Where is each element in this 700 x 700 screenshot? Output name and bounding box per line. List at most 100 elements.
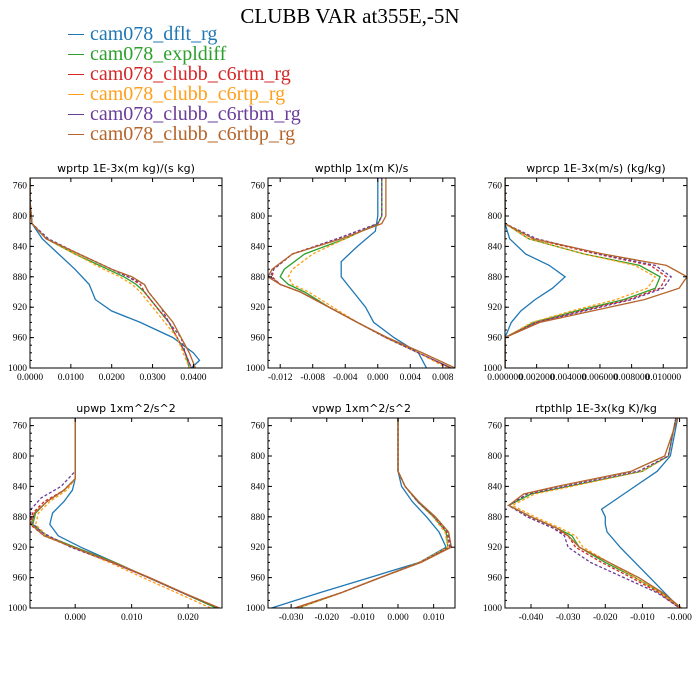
legend-item: cam078_clubb_c6rtbm_rg	[68, 104, 301, 124]
series-group	[505, 178, 687, 368]
x-tick-label: -0.000	[667, 613, 692, 623]
legend-item: cam078_clubb_c6rtm_rg	[68, 64, 301, 84]
series-line	[298, 418, 449, 608]
y-tick-label: 960	[13, 574, 28, 584]
y-tick-label: 880	[488, 273, 503, 283]
y-tick-label: 1000	[483, 364, 502, 374]
plot-frame	[267, 177, 456, 369]
legend: cam078_dflt_rg cam078_expldiff cam078_cl…	[68, 24, 301, 144]
x-tick-label: -0.030	[279, 613, 304, 623]
series-group	[30, 178, 201, 368]
y-tick-label: 880	[13, 513, 28, 523]
y-tick-label: 1000	[246, 604, 265, 614]
series-line	[30, 178, 193, 368]
series-line	[507, 418, 680, 608]
chart-panel: wpthlp 1x(m K)/s7608008408809209601000-0…	[246, 162, 456, 383]
y-tick-label: 960	[251, 334, 266, 344]
x-tick-label: 0.006000	[582, 373, 618, 383]
plot-frame	[29, 177, 223, 369]
x-tick-label: 0.000	[387, 613, 409, 623]
legend-label: cam078_clubb_c6rtm_rg	[90, 63, 291, 85]
y-tick-label: 880	[13, 273, 28, 283]
x-tick-label: 0.008000	[614, 373, 650, 383]
x-tick-label: 0.000	[367, 373, 389, 383]
y-tick-label: 840	[13, 242, 28, 252]
series-line	[287, 178, 448, 368]
y-tick-label: 920	[251, 543, 266, 553]
y-tick-label: 880	[251, 513, 266, 523]
y-tick-label: 960	[251, 574, 266, 584]
x-tick-label: -0.020	[593, 613, 618, 623]
series-line	[505, 178, 567, 368]
legend-item: cam078_dflt_rg	[68, 24, 301, 44]
x-tick-label: 0.010	[423, 613, 445, 623]
legend-label: cam078_clubb_c6rtbp_rg	[90, 123, 296, 145]
y-tick-label: 840	[488, 482, 503, 492]
series-line	[296, 418, 451, 608]
y-tick-label: 800	[13, 452, 28, 462]
series-line	[294, 418, 452, 608]
series-line	[600, 418, 681, 608]
x-tick-label: 0.0200	[99, 373, 125, 383]
y-tick-label: 880	[488, 513, 503, 523]
x-tick-label: -0.012	[268, 373, 293, 383]
x-tick-label: 0.004000	[550, 373, 586, 383]
y-tick-label: 960	[488, 574, 503, 584]
legend-label: cam078_dflt_rg	[90, 23, 218, 45]
series-line	[505, 178, 687, 368]
x-tick-label: 0.000000	[487, 373, 523, 383]
x-tick-label: 0.010000	[645, 373, 681, 383]
y-tick-label: 1000	[8, 604, 27, 614]
legend-label: cam078_expldiff	[90, 43, 227, 65]
y-tick-label: 960	[488, 334, 503, 344]
x-tick-label: -0.008	[300, 373, 325, 383]
legend-line	[68, 93, 84, 95]
series-line	[507, 418, 681, 608]
series-group	[271, 418, 453, 608]
y-tick-label: 800	[13, 212, 28, 222]
series-line	[30, 178, 190, 368]
series-line	[269, 178, 452, 368]
y-tick-label: 760	[251, 422, 266, 432]
series-line	[507, 418, 682, 608]
series-line	[510, 418, 681, 608]
y-tick-label: 920	[488, 303, 503, 313]
x-tick-label: -0.004	[333, 373, 358, 383]
chart-title: vpwp 1xm^2/s^2	[312, 402, 411, 415]
y-tick-label: 840	[488, 242, 503, 252]
x-tick-label: 0.010	[121, 613, 143, 623]
y-tick-label: 760	[488, 182, 503, 192]
plot-frame	[504, 417, 688, 609]
series-line	[271, 418, 447, 608]
x-tick-label: 0.0400	[180, 373, 206, 383]
legend-line	[68, 113, 84, 115]
series-line	[505, 178, 668, 368]
series-line	[294, 418, 453, 608]
legend-line	[68, 133, 84, 135]
series-line	[505, 178, 673, 368]
series-line	[34, 418, 211, 608]
series-line	[505, 178, 661, 368]
plot-frame	[29, 417, 223, 609]
series-line	[30, 418, 220, 608]
legend-label: cam078_clubb_c6rtp_rg	[90, 83, 286, 105]
legend-item: cam078_clubb_c6rtbp_rg	[68, 124, 301, 144]
y-tick-label: 760	[488, 422, 503, 432]
x-tick-label: 0.004	[400, 373, 422, 383]
y-tick-label: 840	[251, 242, 266, 252]
x-tick-label: 0.020	[177, 613, 199, 623]
plot-frame	[267, 417, 456, 609]
chart-title: wprtp 1E-3x(m kg)/(s kg)	[57, 162, 195, 175]
chart-panel: upwp 1xm^2/s^2 760 800 840 880 920 960 1000 0.00…	[8, 402, 223, 623]
series-line	[298, 418, 449, 608]
y-tick-label: 800	[251, 452, 266, 462]
series-group	[268, 178, 455, 368]
series-line	[271, 178, 452, 368]
x-tick-label: 0.008	[432, 373, 454, 383]
y-tick-label: 1000	[8, 364, 27, 374]
legend-line	[68, 53, 84, 55]
legend-line	[68, 33, 84, 35]
chart-title: wprcp 1E-3x(m/s) (kg/kg)	[526, 162, 665, 175]
x-tick-label: -0.010	[350, 613, 375, 623]
y-tick-label: 920	[251, 303, 266, 313]
